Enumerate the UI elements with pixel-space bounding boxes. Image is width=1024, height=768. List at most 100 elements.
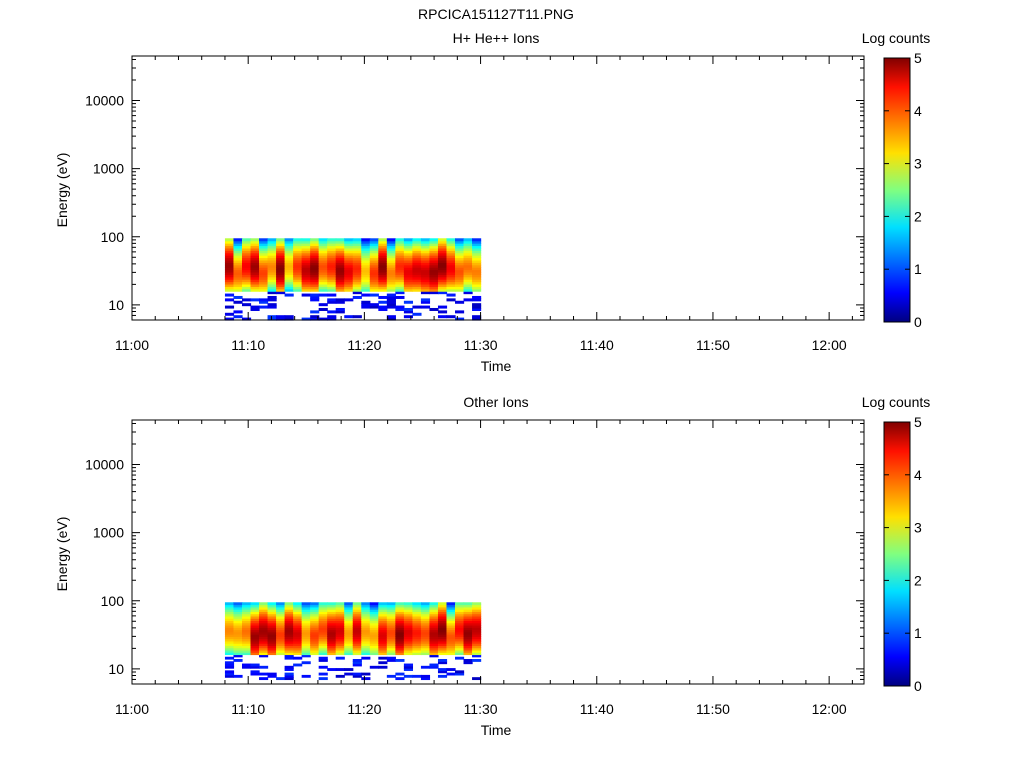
spectrogram-cell [327,609,337,612]
spectrogram-cell [233,262,243,266]
spectrogram-cell [233,620,243,624]
spectrogram-cell [403,262,414,266]
spectrogram-cell [352,286,362,290]
spectrogram-cell [335,243,345,247]
spectrogram-cell [429,649,439,653]
spectrogram-cell [403,315,414,319]
spectrogram-cell [301,243,311,247]
spectrogram-cell [420,643,431,646]
spectrogram-cell [293,613,303,617]
spectrogram-cell [352,269,362,273]
spectrogram-cell [344,627,354,631]
spectrogram-cell [276,602,286,606]
spectrogram-cell [335,602,345,606]
spectrogram-cell [335,611,345,615]
spectrogram-cell [463,640,473,644]
spectrogram-cell [403,602,414,606]
spectrogram-cell [437,611,448,615]
spectrogram-cell [250,629,260,633]
spectrogram-cell [344,238,354,242]
spectrogram-cell [369,245,379,249]
spectrogram-cell [318,665,328,669]
spectrogram-cell [463,611,473,615]
spectrogram-cell [241,663,252,667]
spectrogram-cell [352,283,362,287]
spectrogram-cell [318,645,328,649]
spectrogram-cell [241,631,252,635]
panel-title: H+ He++ Ions [453,30,540,46]
spectrogram-cell [241,250,252,254]
spectrogram-cell [472,252,482,256]
spectrogram-cell [310,243,320,247]
spectrogram-cell [327,634,337,637]
spectrogram-cell [267,317,277,321]
spectrogram-cell [344,240,354,244]
spectrogram-cell [395,659,405,662]
spectrogram-cell [267,238,277,242]
spectrogram-cell [335,634,345,637]
spectrogram-cell [318,247,328,251]
spectrogram-cell [472,615,482,619]
spectrogram-cell [463,631,473,635]
spectrogram-cell [463,259,473,263]
spectrogram-cell [241,638,252,642]
spectrogram-cell [276,238,286,242]
spectrogram-cell [378,286,388,290]
spectrogram-cell [293,627,303,631]
spectrogram-cell [318,627,328,631]
spectrogram-cell [412,259,422,263]
spectrogram-cell [429,274,439,278]
spectrogram-cell [241,257,252,261]
spectrogram-cell [369,665,379,669]
spectrogram-cell [395,283,405,287]
spectrogram-cell [361,677,371,681]
x-tick-label: 11:30 [464,337,498,353]
spectrogram-cell [259,300,269,304]
spectrogram-cell [284,269,294,273]
spectrogram-cell [267,298,277,302]
spectrogram-cell [369,240,379,244]
spectrogram-cell [395,604,405,608]
spectrogram-cell [276,288,286,292]
spectrogram-cell [403,647,414,651]
spectrogram-cell [259,649,269,653]
spectrogram-cell [241,303,252,307]
spectrogram-cell [327,636,337,640]
spectrogram-cell [284,279,294,283]
spectrogram-cell [361,269,371,273]
spectrogram-cell [429,283,439,287]
spectrogram-cell [224,305,235,309]
spectrogram-cell [455,250,465,254]
spectrogram-cell [284,613,294,617]
spectrogram-cell [412,283,422,287]
spectrogram-cell [412,652,422,656]
spectrogram-cell [437,288,448,292]
spectrogram-cell [420,305,431,309]
spectrogram-cell [403,310,414,314]
spectrogram-cell [344,267,354,271]
spectrogram-cell [455,269,465,273]
spectrogram-cell [241,636,252,640]
spectrogram-cell [233,647,243,651]
spectrogram-cell [395,269,405,273]
spectrogram-cell [386,298,396,302]
spectrogram-cell [412,615,422,619]
spectrogram-cell [293,647,303,651]
spectrogram-cell [293,279,303,283]
spectrogram-cell [318,643,328,646]
spectrogram-cell [463,257,473,261]
x-tick-label: 11:10 [231,337,265,353]
spectrogram-cell [318,652,328,656]
spectrogram-cell [224,257,235,261]
spectrogram-cell [318,274,328,278]
spectrogram-cell [250,672,260,676]
spectrogram-cell [284,315,294,319]
spectrogram-cell [284,250,294,254]
spectrogram-cell [395,613,405,617]
spectrogram-cell [224,661,235,665]
spectrogram-cell [224,622,235,626]
spectrogram-cell [446,615,456,619]
spectrogram-cell [276,613,286,617]
spectrogram-cell [284,631,294,635]
